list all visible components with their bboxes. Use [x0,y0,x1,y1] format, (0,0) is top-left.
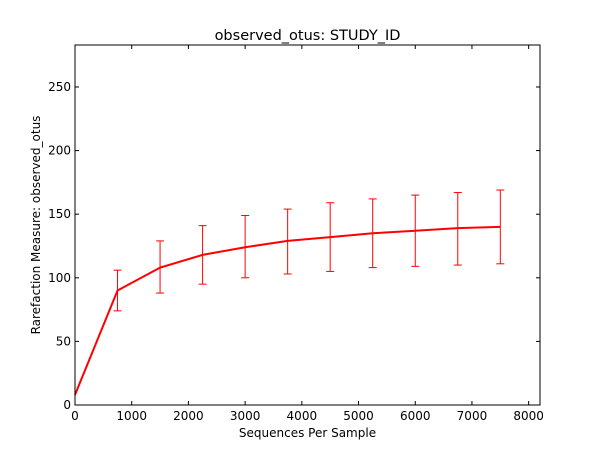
x-tick-label: 5000 [343,409,374,423]
x-tick-label: 1000 [116,409,147,423]
x-tick-label: 2000 [173,409,204,423]
plot-area [75,45,540,405]
y-tick-label: 0 [63,398,71,412]
chart-title: observed_otus: STUDY_ID [215,28,401,44]
x-tick-label: 7000 [457,409,488,423]
y-tick-label: 200 [48,144,71,158]
x-tick-label: 6000 [400,409,431,423]
x-tick-label: 4000 [287,409,318,423]
y-tick-label: 150 [48,207,71,221]
y-tick-label: 250 [48,80,71,94]
x-tick-label: 3000 [230,409,261,423]
y-tick-label: 50 [56,334,71,348]
series-line [74,225,501,396]
x-tick-label: 8000 [513,409,544,423]
x-axis-label: Sequences Per Sample [239,426,376,440]
x-tick-label: 0 [71,409,79,423]
plot-frame [74,44,541,406]
y-axis-label: Rarefaction Measure: observed_otus [29,116,43,335]
y-tick-label: 100 [48,271,71,285]
